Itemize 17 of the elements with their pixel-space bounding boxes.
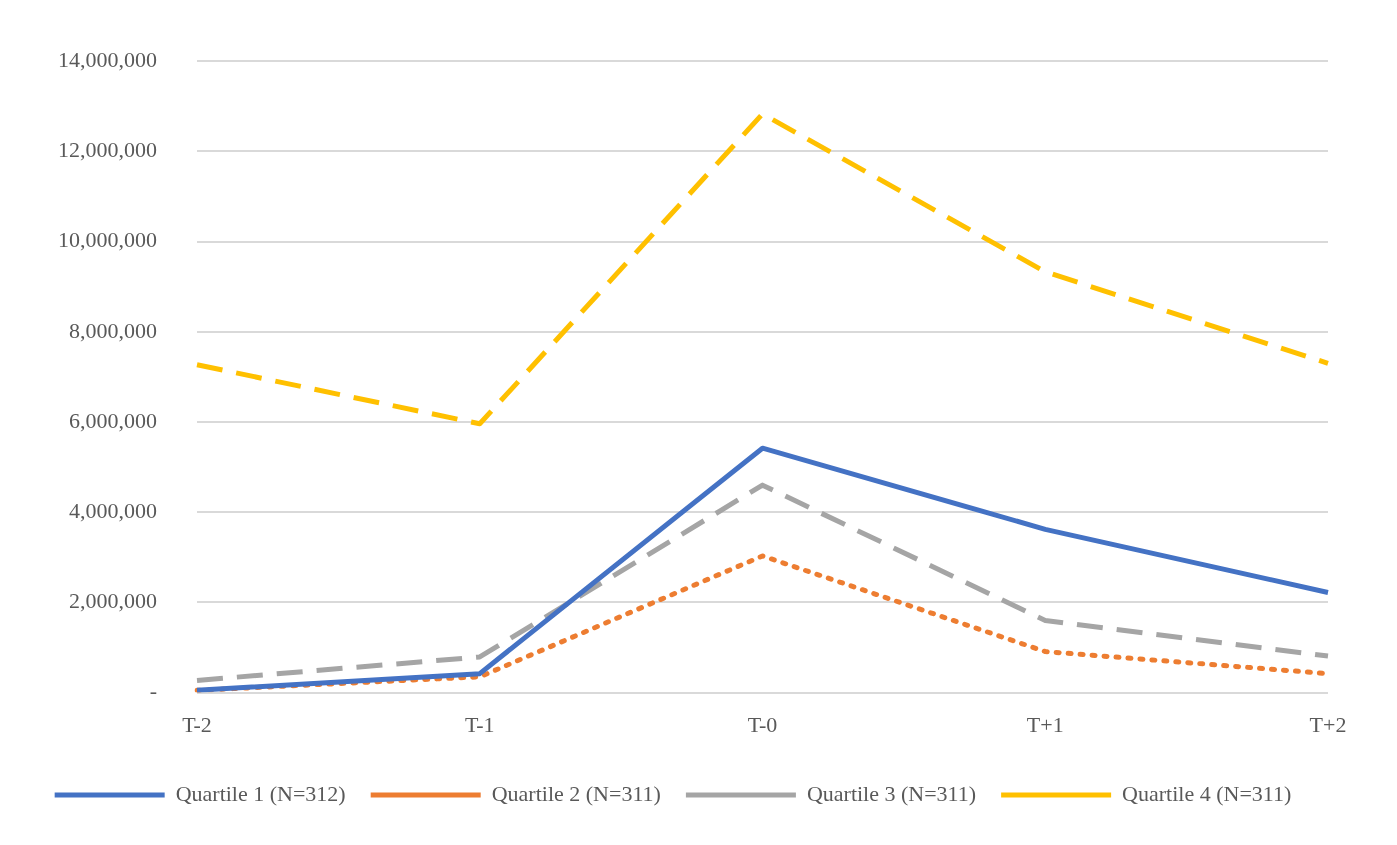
- x-tick-label: T+2: [1309, 711, 1347, 737]
- y-tick-label: 4,000,000: [69, 497, 157, 523]
- x-tick-label: T+1: [1026, 711, 1064, 737]
- legend-label: Quartile 1 (N=312): [175, 780, 346, 806]
- x-tick-label: T-2: [182, 711, 212, 737]
- legend-label: Quartile 2 (N=311): [491, 780, 661, 806]
- legend-label: Quartile 3 (N=311): [806, 780, 977, 806]
- y-tick-label: 12,000,000: [58, 137, 157, 163]
- x-tick-label: T-0: [747, 711, 778, 737]
- y-tick-label: 2,000,000: [69, 588, 157, 614]
- y-tick-label: 6,000,000: [69, 407, 157, 433]
- y-tick-label: -: [149, 678, 157, 704]
- legend-label: Quartile 4 (N=311): [1122, 780, 1292, 806]
- x-tick-label: T-1: [464, 711, 495, 737]
- y-tick-label: 8,000,000: [69, 317, 157, 343]
- y-tick-label: 10,000,000: [58, 227, 157, 253]
- y-tick-label: 14,000,000: [58, 46, 157, 72]
